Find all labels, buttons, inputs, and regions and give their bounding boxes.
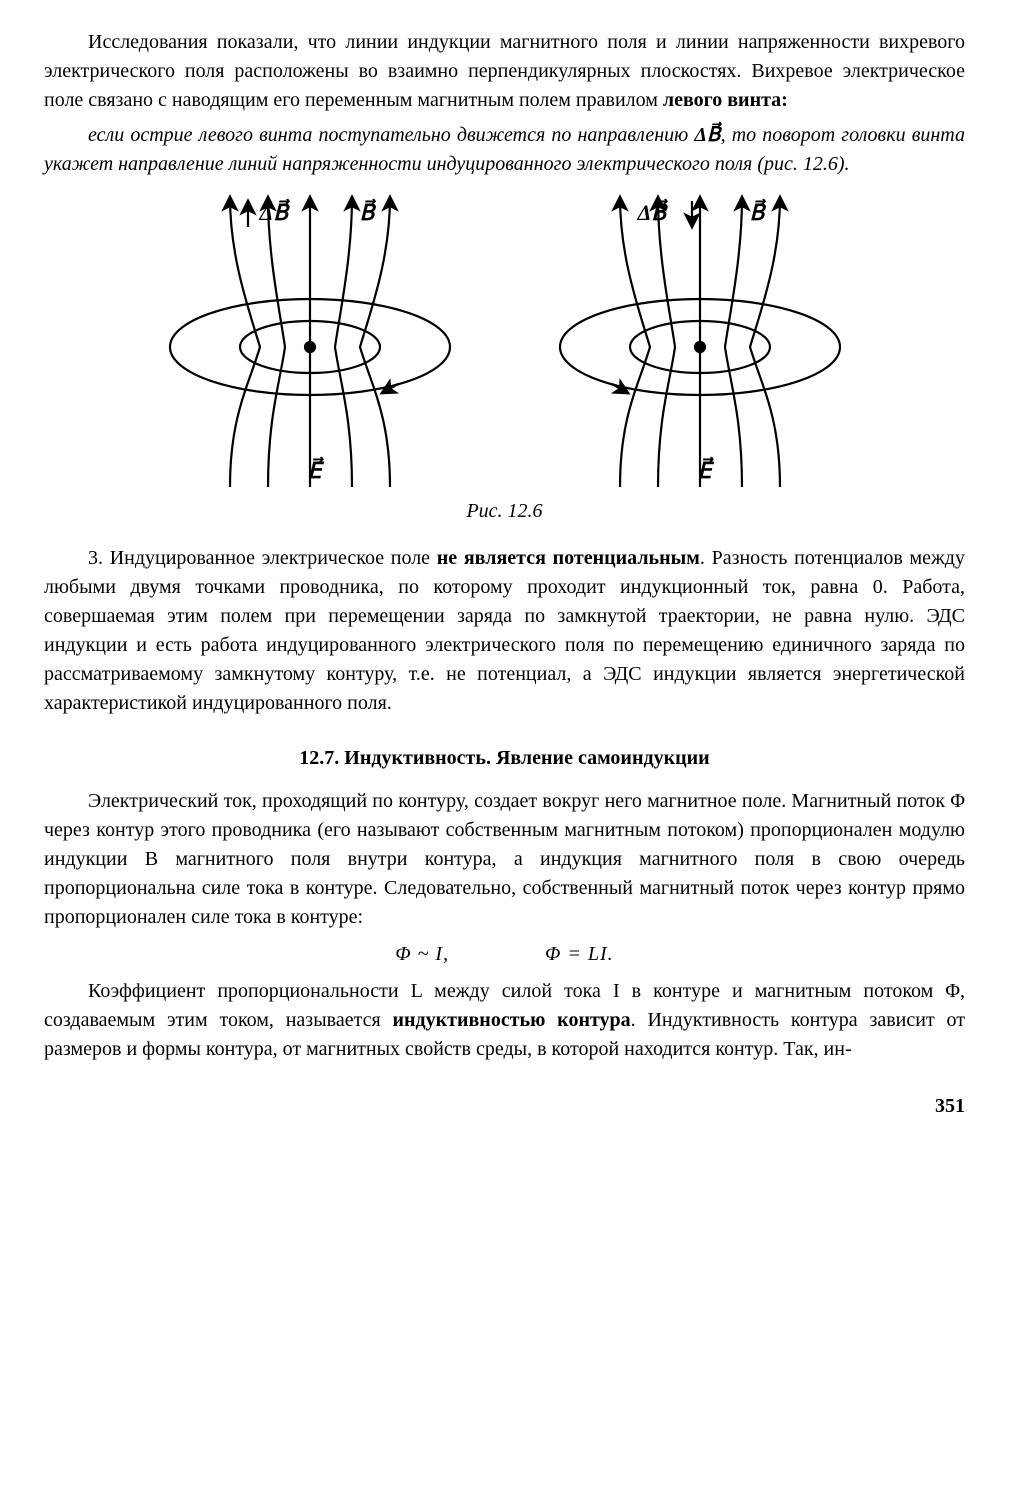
label-b: B⃗ [750, 197, 765, 229]
diagram-left: ΔB⃗ B⃗ E⃗ [130, 187, 490, 487]
diagram-svg [520, 187, 880, 487]
page-number: 351 [44, 1092, 965, 1121]
paragraph: 3. Индуцированное электрическое поле не … [44, 544, 965, 718]
paragraph-italic: если острие левого винта поступательно д… [44, 121, 965, 179]
figure-12-6: ΔB⃗ B⃗ E⃗ [44, 187, 965, 487]
label-b: B⃗ [360, 197, 375, 229]
label-e: E⃗ [698, 455, 712, 487]
label-delta-b: ΔB⃗ [638, 197, 667, 229]
paragraph: Коэффициент пропорциональности L между с… [44, 977, 965, 1064]
vector-symbol: ΔB⃗ [694, 124, 720, 146]
figure-caption: Рис. 12.6 [44, 497, 965, 526]
paragraph: Исследования показали, что линии индукци… [44, 28, 965, 115]
paragraph: Электрический ток, проходящий по контуру… [44, 787, 965, 932]
diagram-svg [130, 187, 490, 487]
text: 3. Индуцированное электрическое поле [88, 547, 437, 569]
text: Исследования показали, что линии индукци… [44, 31, 965, 111]
equation: Φ ~ I, Φ = LI. [44, 940, 965, 969]
text: . Разность потенциалов между любыми двум… [44, 547, 965, 714]
label-e: E⃗ [308, 455, 322, 487]
bold-text: левого винта: [663, 89, 788, 111]
section-title: 12.7. Индуктивность. Явление самоиндукци… [44, 744, 965, 773]
bold-text: индуктивностью контура [392, 1009, 630, 1031]
text: если острие левого винта поступательно д… [88, 124, 694, 146]
bold-text: не является потенциальным [437, 547, 700, 569]
diagram-right: ΔB⃗ B⃗ E⃗ [520, 187, 880, 487]
label-delta-b: ΔB⃗ [260, 197, 289, 229]
